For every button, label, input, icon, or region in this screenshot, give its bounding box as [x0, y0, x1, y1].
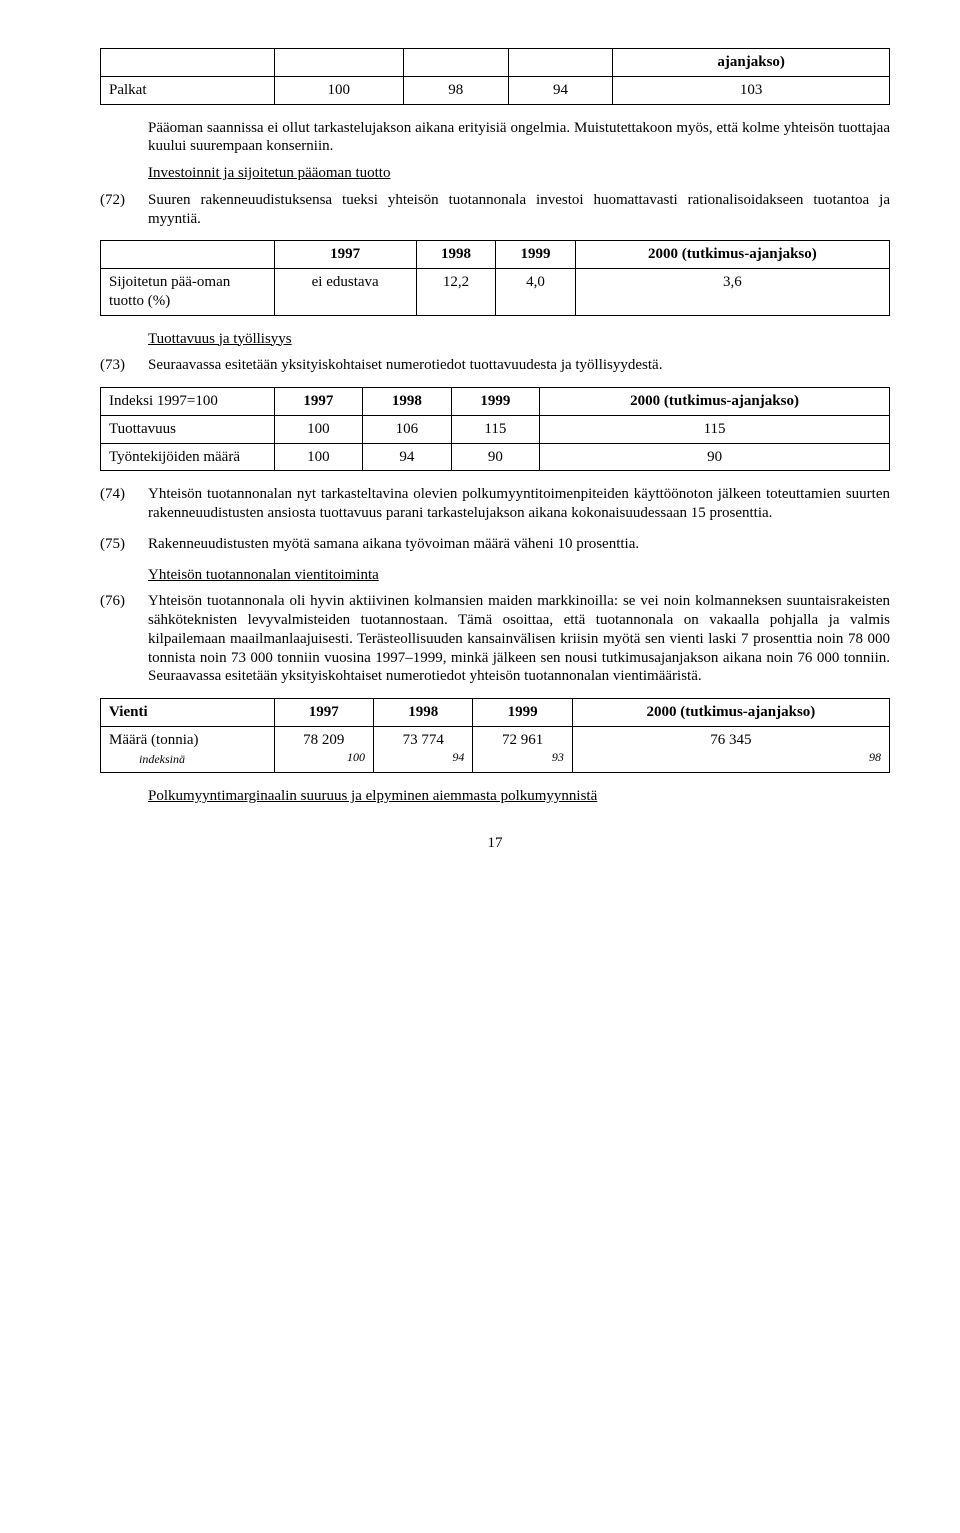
- table2-h2: 1998: [416, 241, 496, 269]
- table-vienti: Vienti 1997 1998 1999 2000 (tutkimus-aja…: [100, 698, 890, 773]
- intro-paragraph: Pääoman saannissa ei ollut tarkastelujak…: [148, 119, 890, 157]
- page-number: 17: [100, 834, 890, 853]
- table4-r1-label: Määrä (tonnia): [109, 732, 199, 748]
- table-palkat: ajanjakso) Palkat 100 98 94 103: [100, 48, 890, 105]
- table4-r1c1a: 78 209: [303, 732, 344, 748]
- table4-h4: 2000 (tutkimus-ajanjakso): [572, 699, 889, 727]
- table1-row-label: Palkat: [101, 76, 275, 104]
- table3-r2c3: 90: [451, 443, 540, 471]
- table3-r1c3: 115: [451, 415, 540, 443]
- table3-r2c1: 100: [274, 443, 363, 471]
- table4-r1c2a: 73 774: [403, 732, 444, 748]
- table4-h2: 1998: [374, 699, 473, 727]
- table4-r1c3b: 93: [481, 750, 563, 765]
- table3-h3: 1999: [451, 388, 540, 416]
- para-76-text: Yhteisön tuotannonala oli hyvin aktiivin…: [148, 592, 890, 686]
- para-75-text: Rakenneuudistusten myötä samana aikana t…: [148, 535, 890, 554]
- table4-h0: Vienti: [101, 699, 275, 727]
- empty-cell: [101, 49, 275, 77]
- heading-investoinnit: Investoinnit ja sijoitetun pääoman tuott…: [148, 164, 890, 183]
- table4-r1c1: 78 209 100: [274, 726, 373, 773]
- table-sijoitetun: 1997 1998 1999 2000 (tutkimus-ajanjakso)…: [100, 240, 890, 315]
- table2-c1: ei edustava: [274, 269, 416, 316]
- para-76-num: (76): [100, 592, 148, 686]
- table4-r1c2: 73 774 94: [374, 726, 473, 773]
- table1-c1: 100: [274, 76, 403, 104]
- heading-polkumyynti: Polkumyyntimarginaalin suuruus ja elpymi…: [148, 787, 890, 806]
- heading-vienti: Yhteisön tuotannonalan vientitoiminta: [148, 566, 890, 585]
- table4-h3: 1999: [473, 699, 572, 727]
- empty-cell: [101, 241, 275, 269]
- empty-cell: [508, 49, 613, 77]
- table3-r2c4: 90: [540, 443, 890, 471]
- table1-c4: 103: [613, 76, 890, 104]
- table2-h4: 2000 (tutkimus-ajanjakso): [575, 241, 889, 269]
- table3-r1c2: 106: [363, 415, 452, 443]
- table3-r1c4: 115: [540, 415, 890, 443]
- para-74-num: (74): [100, 485, 148, 523]
- table3-r1c1: 100: [274, 415, 363, 443]
- table3-h1: 1997: [274, 388, 363, 416]
- empty-cell: [403, 49, 508, 77]
- table2-c2: 12,2: [416, 269, 496, 316]
- table-indeksi: Indeksi 1997=100 1997 1998 1999 2000 (tu…: [100, 387, 890, 471]
- table4-r1c3: 72 961 93: [473, 726, 572, 773]
- table1-c2: 98: [403, 76, 508, 104]
- para-72-text: Suuren rakenneuudistuksensa tueksi yhtei…: [148, 191, 890, 229]
- table3-h0: Indeksi 1997=100: [101, 388, 275, 416]
- para-73-text: Seuraavassa esitetään yksityiskohtaiset …: [148, 356, 890, 375]
- table2-h3: 1999: [496, 241, 576, 269]
- para-73-num: (73): [100, 356, 148, 375]
- table2-h1: 1997: [274, 241, 416, 269]
- table1-header-ajanjakso: ajanjakso): [613, 49, 890, 77]
- para-75-num: (75): [100, 535, 148, 554]
- table4-r1c3a: 72 961: [502, 732, 543, 748]
- heading-tuottavuus: Tuottavuus ja työllisyys: [148, 330, 890, 349]
- table4-r1c4: 76 345 98: [572, 726, 889, 773]
- table4-r1c4b: 98: [581, 750, 881, 765]
- table3-r2c2: 94: [363, 443, 452, 471]
- table4-r1c1b: 100: [283, 750, 365, 765]
- table3-h2: 1998: [363, 388, 452, 416]
- table2-c4: 3,6: [575, 269, 889, 316]
- table2-row-label: Sijoitetun pää-oman tuotto (%): [101, 269, 275, 316]
- table4-h1: 1997: [274, 699, 373, 727]
- table1-c3: 94: [508, 76, 613, 104]
- table4-r1-sub: indeksinä: [109, 752, 185, 766]
- table4-r1c4a: 76 345: [710, 732, 751, 748]
- para-72-num: (72): [100, 191, 148, 229]
- table4-r1-label-cell: Määrä (tonnia) indeksinä: [101, 726, 275, 773]
- table4-r1c2b: 94: [382, 750, 464, 765]
- table3-h4: 2000 (tutkimus-ajanjakso): [540, 388, 890, 416]
- empty-cell: [274, 49, 403, 77]
- table2-c3: 4,0: [496, 269, 576, 316]
- table3-r2-label: Työntekijöiden määrä: [101, 443, 275, 471]
- table3-r1-label: Tuottavuus: [101, 415, 275, 443]
- para-74-text: Yhteisön tuotannonalan nyt tarkasteltavi…: [148, 485, 890, 523]
